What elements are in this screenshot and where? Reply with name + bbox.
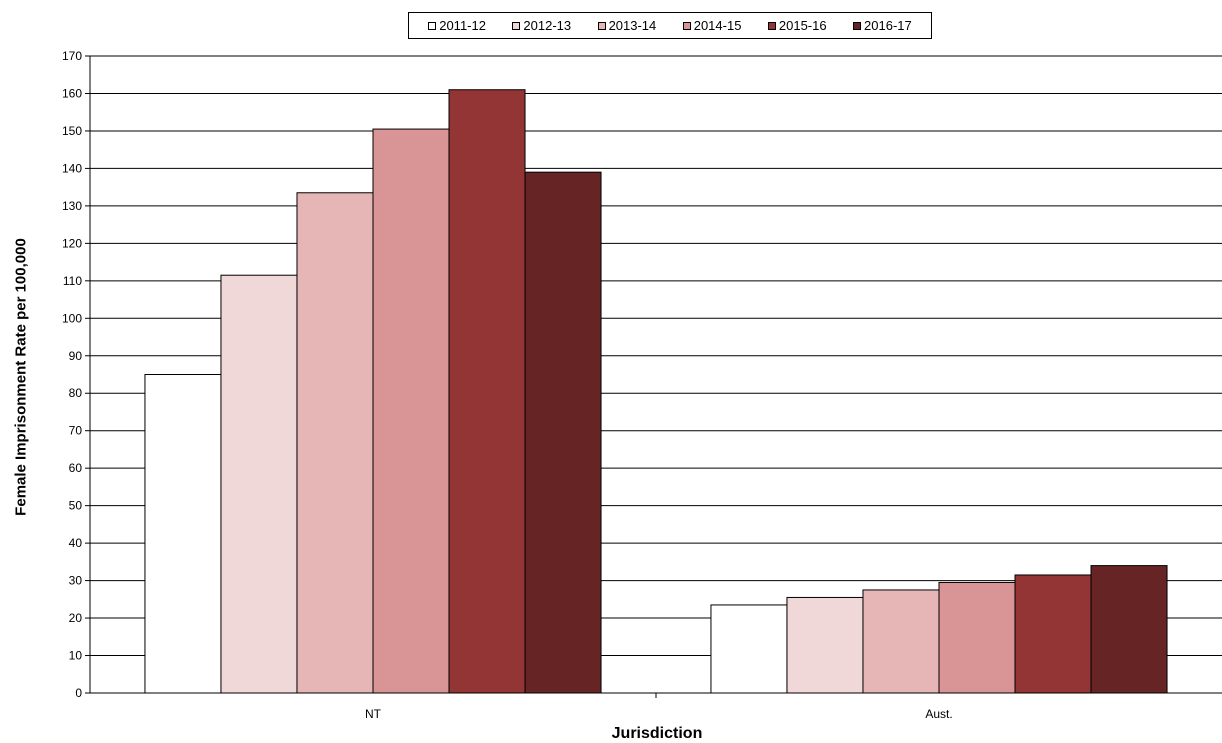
legend-item: 2014-15 xyxy=(682,18,742,33)
legend-swatch xyxy=(597,21,606,30)
y-tick-label: 50 xyxy=(69,499,83,513)
legend-swatch xyxy=(682,21,691,30)
legend-item: 2013-14 xyxy=(597,18,657,33)
bar-nt-2014-15 xyxy=(372,128,450,694)
bar-aust-2016-17 xyxy=(1090,565,1168,694)
y-tick-label: 80 xyxy=(69,386,83,400)
legend-swatch xyxy=(767,21,776,30)
y-tick-label: 130 xyxy=(62,199,82,213)
y-tick-label: 0 xyxy=(75,686,82,700)
y-tick-label: 10 xyxy=(69,649,83,663)
y-tick-label: 160 xyxy=(62,86,82,100)
legend-swatch xyxy=(512,21,521,30)
bar-nt-2011-12 xyxy=(144,374,222,694)
bar-nt-2015-16 xyxy=(448,89,526,694)
bar-aust-2014-15 xyxy=(938,581,1016,694)
x-axis-label: Jurisdiction xyxy=(611,725,703,742)
legend-swatch xyxy=(853,21,862,30)
bar-nt-2012-13 xyxy=(220,274,298,694)
legend-item: 2011-12 xyxy=(428,18,486,33)
y-tick-label: 120 xyxy=(62,236,82,250)
legend-label: 2012-13 xyxy=(523,18,572,33)
bar-aust-2013-14 xyxy=(862,589,940,694)
x-axis-ticks: NT Aust. xyxy=(365,693,953,721)
legend: 2011-12 2012-13 2013-14 2014-15 2015-16 2016-… xyxy=(408,12,932,39)
legend-item: 2012-13 xyxy=(512,18,571,33)
legend-item: 2015-16 xyxy=(767,18,827,33)
y-tick-label: 150 xyxy=(62,124,82,138)
legend-label: 2011-12 xyxy=(439,18,486,33)
bars xyxy=(144,89,1168,694)
y-tick-label: 70 xyxy=(69,424,83,438)
y-tick-label: 40 xyxy=(69,536,83,550)
axes xyxy=(89,56,1222,694)
y-tick-label: 20 xyxy=(69,611,83,625)
y-tick-label: 170 xyxy=(62,49,82,63)
bar-nt-2016-17 xyxy=(524,171,602,694)
x-tick-label: NT xyxy=(365,707,382,721)
y-axis-ticks: 0 10 20 30 40 50 60 70 80 90 100 110 120 130 140 150 160… xyxy=(62,49,90,700)
legend-label: 2014-15 xyxy=(693,18,742,33)
y-tick-label: 90 xyxy=(69,349,83,363)
legend-label: 2016-17 xyxy=(864,18,912,33)
bar-nt-2013-14 xyxy=(296,192,374,694)
legend-label: 2013-14 xyxy=(608,18,657,33)
bar-aust-2012-13 xyxy=(786,596,864,694)
y-tick-label: 140 xyxy=(62,161,82,175)
bar-aust-2015-16 xyxy=(1014,574,1092,694)
legend-item: 2016-17 xyxy=(853,18,912,33)
legend-label: 2015-16 xyxy=(778,18,827,33)
y-tick-label: 100 xyxy=(62,311,82,325)
y-axis-label: Female Imprisonment Rate per 100,000 xyxy=(12,238,30,516)
legend-swatch xyxy=(428,21,437,30)
bar-aust-2011-12 xyxy=(710,604,788,694)
y-tick-label: 30 xyxy=(69,574,83,588)
y-tick-label: 60 xyxy=(69,461,83,475)
x-tick-label: Aust. xyxy=(925,707,952,721)
y-tick-label: 110 xyxy=(63,274,82,288)
